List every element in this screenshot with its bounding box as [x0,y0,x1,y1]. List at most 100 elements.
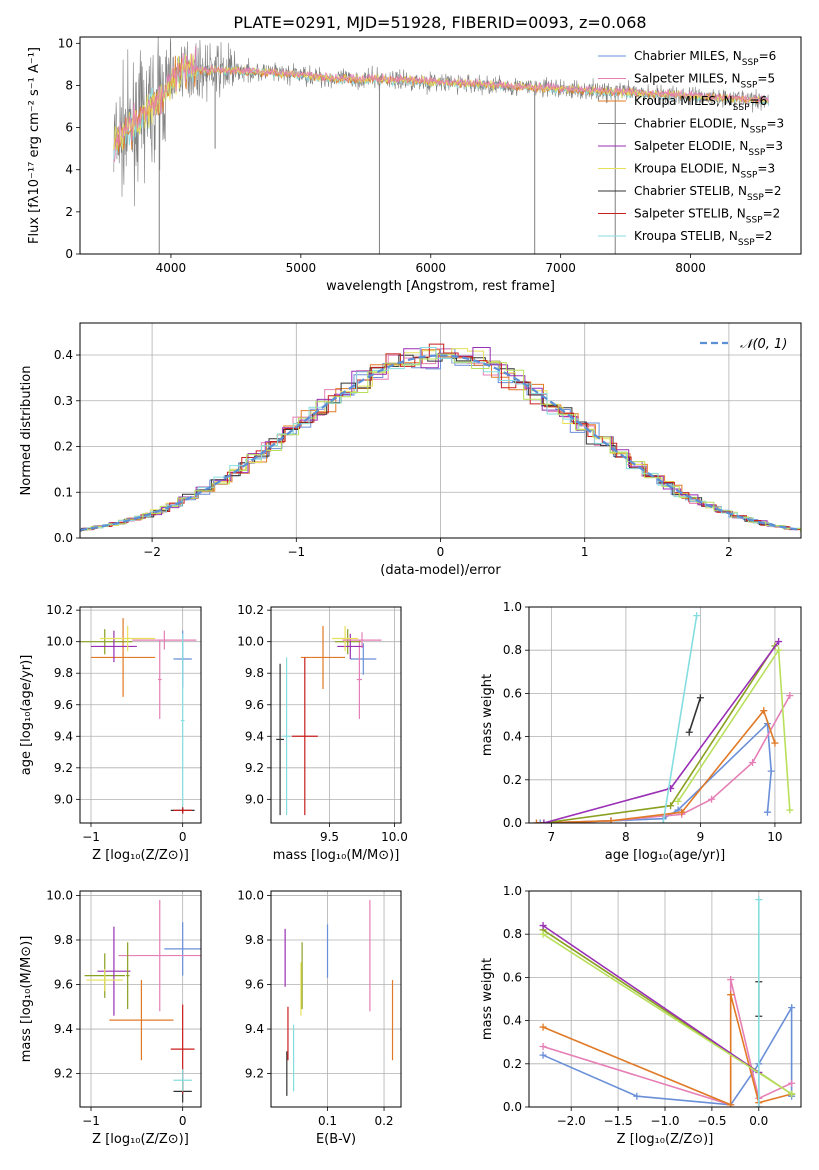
age_vs_Z-ylabel: age [log₁₀(age/yr)] [19,655,34,776]
residuals-xtick-label: −1 [287,545,305,559]
weight_vs_age-marker [775,646,783,654]
weight_vs_age-marker [678,808,686,816]
spectrum-model-line [113,45,769,162]
residuals-histogram-8 [80,353,801,532]
weight_vs_age-xtick-label: 7 [548,830,556,844]
residuals-plot [80,343,801,533]
weight_vs_age-marker [685,728,693,736]
residuals-xtick-label: 0 [437,545,445,559]
weight_vs_age-xtick-label: 8 [622,830,630,844]
weight_vs_age-marker [749,759,757,767]
age_vs_Z-ytick-label: 9.2 [54,761,73,775]
age_vs_mass-point-6 [276,663,284,816]
age_vs_Z-ytick-label: 9.0 [54,792,73,806]
age_vs_mass-panel: 9.5 10.0 9.0 9.2 9.4 9.6 9.8 10.0 10.2 mass [log₁… [237,603,408,863]
residuals-xtick-label: 2 [725,545,733,559]
weight_vs_age-ytick-label: 0.0 [503,816,522,830]
legend-entry: Salpeter STELIB, NSSP=2 [634,207,780,226]
residuals-gaussian-line [80,354,801,532]
residuals-ytick-label: 0.1 [54,485,73,499]
weight_vs_age-xtick-label: 10 [767,830,782,844]
spectrum-ytick-label: 8 [65,78,73,92]
weight_vs_Z-series-line-5 [542,933,793,1095]
weight_vs_Z-frame [528,890,802,1108]
weight_vs_age-marker [763,808,771,816]
weight_vs_Z-marker [539,1023,547,1031]
weight_vs_age-series-line-4 [543,641,780,823]
weight_vs_age-marker [536,819,544,823]
residuals-xtick-label: 1 [581,545,589,559]
age_vs_Z-panel: −1 0 9.0 9.2 9.4 9.6 9.8 10.0 10.2 Z [log₁₀(Z/Z⊙)… [19,603,202,863]
spectrum-xtick-label: 5000 [286,261,317,275]
age_vs_mass-point-0 [350,643,377,675]
weight_vs_age-series-line-5 [677,647,791,811]
legend-entry: Chabrier MILES, NSSP=6 [634,49,776,68]
spectrum-data-line [113,37,769,207]
age_vs_mass-ytick-label: 9.8 [245,666,264,680]
age_vs_Z-frame [79,606,202,824]
age_vs_Z-point-2 [91,618,156,697]
mass_vs_ebv-ytick-label: 9.8 [245,933,264,947]
mass_vs_Z-point-2 [109,980,174,1061]
residuals-xlabel: (data-model)/error [380,563,501,578]
spectrum-xlabel: wavelength [Angstrom, rest frame] [326,279,555,294]
weight_vs_Z-plot [539,896,796,1107]
weight_vs_Z-ytick-label: 0.8 [503,927,522,941]
weight_vs_Z-series-line-0 [542,1004,793,1106]
mass_vs_Z-point-1 [118,899,201,1012]
mass_vs_ebv-ytick-label: 10.0 [237,888,264,902]
spectrum-xtick-label: 4000 [156,261,187,275]
age_vs_mass-xtick-label: 9.5 [320,830,339,844]
weight_vs_Z-marker [755,1103,763,1107]
weight_vs_Z-xtick-label: 0.0 [749,1114,768,1128]
weight_vs_Z-ytick-label: 0.6 [503,970,522,984]
weight_vs_age-xtick-label: 9 [697,830,705,844]
age_vs_Z-ytick-label: 10.2 [46,603,73,617]
residuals-ylabel: Normed distribution [19,366,34,496]
weight_vs_Z-xtick-label: −1.0 [650,1114,679,1128]
age_vs_Z-ytick-label: 9.6 [54,698,73,712]
weight_vs_Z-marker [633,1092,641,1100]
age_vs_mass-frame [270,606,402,824]
weight_vs_age-ytick-label: 0.2 [503,773,522,787]
mass_vs_Z-xtick-label: −1 [82,1114,100,1128]
mass_vs_Z-ytick-label: 9.6 [54,978,73,992]
mass_vs_Z-frame [79,890,202,1108]
mass_vs_ebv-ytick-label: 9.2 [245,1067,264,1081]
age_vs_mass-ytick-label: 10.2 [237,603,264,617]
age_vs_mass-point-5 [332,625,359,652]
age_vs_mass-point-8 [342,632,382,648]
weight_vs_age-marker [767,767,775,775]
mass_vs_ebv-xtick-label: 0.1 [318,1114,337,1128]
weight_vs_Z-xtick-label: −2.0 [557,1114,586,1128]
spectrum-ylabel: Flux [fλ10⁻¹⁷ erg cm⁻² s⁻¹ A⁻¹] [27,47,42,244]
weight_vs_Z-ytick-label: 1.0 [503,884,522,898]
mass_vs_Z-ytick-label: 9.4 [54,1022,73,1036]
residuals-ytick-label: 0.0 [54,531,73,545]
mass_vs_Z-xlabel: Z [log₁₀(Z/Z⊙)] [92,1132,189,1147]
age_vs_Z-xtick-label: 0 [179,830,187,844]
weight_vs_Z-ytick-label: 0.2 [503,1057,522,1071]
weight_vs_age-marker [775,638,783,646]
weight_vs_age-ylabel: mass weight [480,674,495,756]
residuals-ytick-label: 0.2 [54,440,73,454]
weight_vs_Z-marker [755,896,763,904]
age_vs_Z-point-1 [157,640,162,719]
spectrum-panel: 4000 5000 6000 7000 8000 0 2 4 6 8 10 wavelength [A… [27,36,802,294]
age_vs_mass-ytick-label: 9.0 [245,792,264,806]
weight_vs_age-marker [771,739,779,747]
weight_vs_Z-marker [539,1043,547,1051]
figure-title: PLATE=0291, MJD=51928, FIBERID=0093, z=0… [233,13,646,32]
mass_vs_Z-xtick-label: 0 [179,1114,187,1128]
weight_vs_Z-marker [788,1090,796,1098]
legend-entry: Salpeter MILES, NSSP=5 [634,72,775,91]
weight_vs_age-marker [760,707,768,715]
spectrum-ytick-label: 0 [65,247,73,261]
weight_vs_Z-ylabel: mass weight [480,958,495,1040]
mass_vs_ebv-frame [270,890,402,1108]
weight_vs_Z-xtick-label: −1.5 [604,1114,633,1128]
age_vs_mass-plot [276,625,382,816]
age_vs_Z-xlabel: Z [log₁₀(Z/Z⊙)] [92,848,189,863]
weight_vs_age-marker [786,692,794,700]
